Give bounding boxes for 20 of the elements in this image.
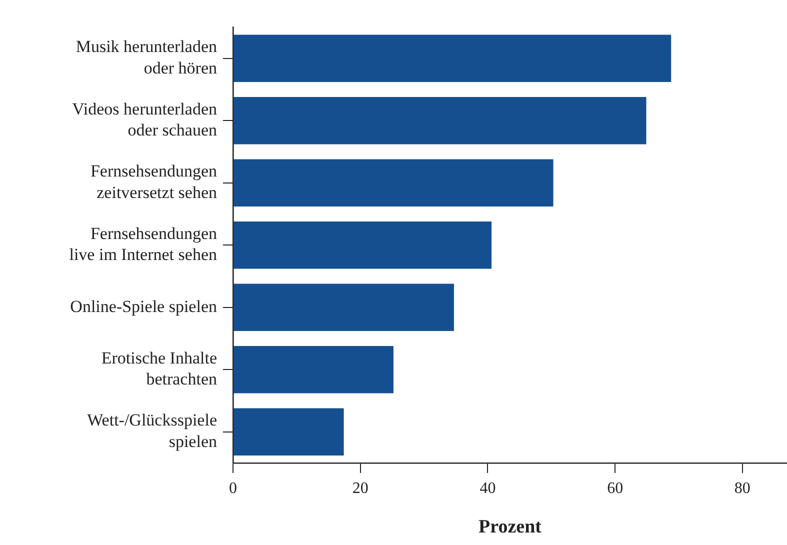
y-tick-label: Fernsehsendungen zeitversetzt sehen: [90, 162, 218, 202]
y-tick-label: Online-Spiele spielen: [70, 296, 218, 316]
x-tick-label: 80: [734, 480, 750, 497]
y-tick-label: Musik herunterladen oder hören: [76, 37, 218, 78]
y-tick-label: Fernsehsendungen live im Internet sehen: [69, 224, 218, 264]
bar: [234, 34, 672, 82]
x-tick-label: 0: [229, 480, 237, 497]
y-tick-label: Erotische Inhalte betrachten: [101, 348, 218, 389]
y-tick-label: Wett-/Glücksspiele spielen: [87, 410, 218, 451]
bar: [234, 346, 394, 394]
x-tick-label: 60: [607, 480, 624, 497]
x-axis-title: Prozent: [478, 516, 542, 538]
x-tick-label: 20: [352, 480, 368, 497]
bar: [234, 96, 646, 144]
bar: [234, 408, 344, 456]
bar: [234, 159, 554, 207]
y-tick-label: Videos herunterladen oder schauen: [72, 99, 218, 140]
bar: [234, 284, 454, 332]
bar: [234, 221, 492, 269]
x-tick-label: 40: [480, 480, 496, 497]
